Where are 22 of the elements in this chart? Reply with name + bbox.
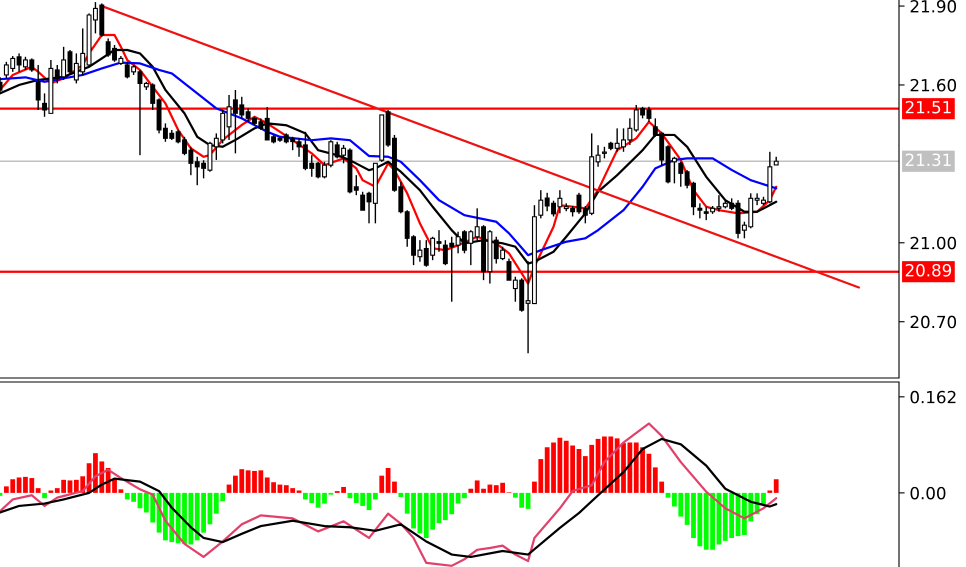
y-tick-label: 21.90 — [910, 0, 956, 13]
bar — [774, 479, 779, 493]
bar — [4, 486, 9, 493]
bar — [36, 488, 41, 493]
bar — [42, 492, 47, 498]
candlestick — [697, 202, 702, 220]
ref-line-label: 21.31 — [906, 153, 951, 166]
line-series — [0, 422, 778, 567]
candlestick — [36, 64, 41, 111]
line-series — [0, 438, 778, 558]
ref-line-label: 21.51 — [906, 100, 951, 114]
bar — [468, 488, 474, 493]
y-tick-label: 21.00 — [910, 236, 956, 250]
y-tick-label: 0.00 — [910, 486, 946, 500]
y-tick-label: 20.70 — [910, 316, 956, 328]
candlestick — [602, 146, 607, 160]
y-tick-label: 0.162 — [910, 390, 956, 404]
ref-line-label: 20.89 — [906, 264, 952, 277]
bar — [220, 492, 226, 502]
bar — [398, 492, 404, 498]
bar — [659, 482, 664, 493]
y-tick-label: 21.60 — [910, 78, 956, 92]
